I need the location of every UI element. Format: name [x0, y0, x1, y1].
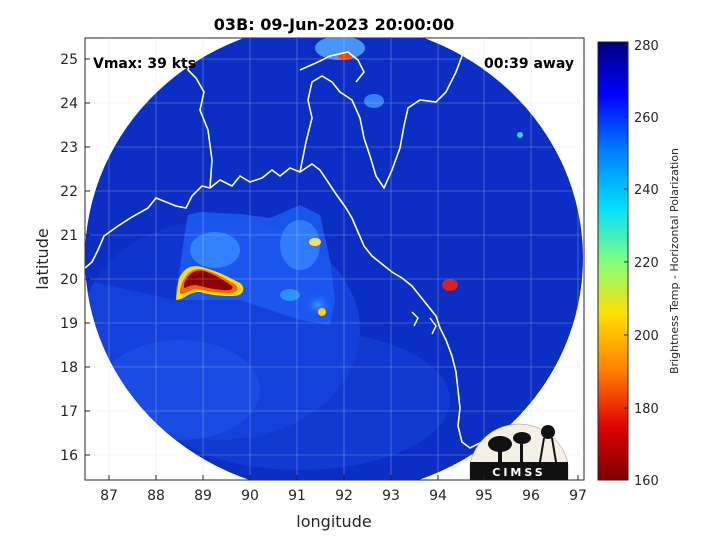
- y-tick-label: 25: [60, 52, 78, 68]
- x-axis: 87 88 89 90 91 92 93 94 95 96 97 longitu…: [100, 475, 587, 531]
- colorbar-tick: 260: [634, 111, 659, 126]
- x-tick-label: 87: [100, 488, 118, 504]
- y-tick-label: 18: [60, 360, 78, 376]
- colorbar-tick: 200: [634, 329, 659, 344]
- coastline: [85, 163, 495, 449]
- x-tick-label: 93: [382, 488, 400, 504]
- y-tick-label: 24: [60, 96, 78, 112]
- chart-title: 03B: 09-Jun-2023 20:00:00: [214, 15, 454, 34]
- border-line-2: [299, 51, 365, 83]
- x-tick-label: 90: [241, 488, 259, 504]
- colorbar-tick: 160: [634, 474, 659, 489]
- colorbar-tick: 240: [634, 183, 659, 198]
- y-tick-label: 21: [60, 228, 78, 244]
- vmax-label: Vmax: 39 kts: [93, 56, 196, 72]
- y-tick-label: 23: [60, 140, 78, 156]
- x-tick-label: 92: [335, 488, 353, 504]
- colorbar-tick: 280: [634, 39, 659, 54]
- x-tick-label: 96: [522, 488, 540, 504]
- plot-area: CIMSS Vmax: 39 kts 00:39 away: [84, 37, 585, 481]
- x-tick-label: 91: [288, 488, 306, 504]
- y-tick-label: 19: [60, 316, 78, 332]
- y-tick-label: 17: [60, 404, 78, 420]
- x-tick-label: 94: [429, 488, 447, 504]
- y-axis: 25 24 23 22 21 20 19 18 17 16 latitude: [33, 52, 90, 464]
- y-tick-label: 22: [60, 184, 78, 200]
- colorbar-gradient: [597, 41, 629, 481]
- coastline-bay: [187, 39, 213, 189]
- x-tick-label: 95: [475, 488, 493, 504]
- logo-text: CIMSS: [492, 466, 545, 479]
- time-away-label: 00:39 away: [484, 56, 574, 72]
- brightness-field: [85, 38, 523, 470]
- x-tick-label: 97: [569, 488, 587, 504]
- x-tick-label: 88: [147, 488, 165, 504]
- colorbar-tick: 220: [634, 256, 659, 271]
- cimss-logo: CIMSS: [469, 423, 569, 480]
- border-line: [299, 39, 463, 190]
- y-axis-label: latitude: [33, 228, 52, 289]
- colorbar-tick: 180: [634, 402, 659, 417]
- colorbar: 280 260 240 220 200 180 160 Brightness T…: [597, 39, 681, 489]
- x-axis-label: longitude: [296, 512, 371, 531]
- coastline-islands: [411, 311, 581, 417]
- colorbar-label: Brightness Temp - Horizontal Polarizatio…: [668, 148, 681, 374]
- y-tick-label: 20: [60, 272, 78, 288]
- y-tick-label: 16: [60, 448, 78, 464]
- x-tick-label: 89: [194, 488, 212, 504]
- grid: [85, 38, 584, 480]
